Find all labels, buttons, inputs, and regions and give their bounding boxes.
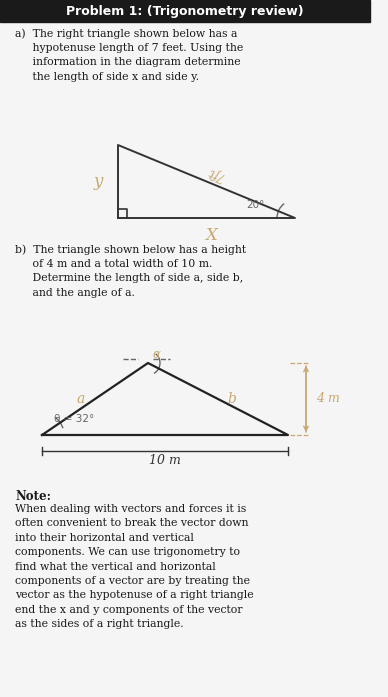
Text: 7ft: 7ft bbox=[204, 164, 225, 183]
Text: a)  The right triangle shown below has a
     hypotenuse length of 7 feet. Using: a) The right triangle shown below has a … bbox=[15, 28, 243, 82]
Text: b: b bbox=[228, 392, 236, 406]
Text: 10 m: 10 m bbox=[149, 454, 181, 468]
Text: b)  The triangle shown below has a height
     of 4 m and a total width of 10 m.: b) The triangle shown below has a height… bbox=[15, 244, 246, 298]
Text: 20°: 20° bbox=[246, 200, 264, 210]
Text: θ = 32°: θ = 32° bbox=[54, 414, 94, 424]
Bar bbox=[0, 0, 370, 22]
Text: y: y bbox=[93, 173, 103, 190]
Text: X: X bbox=[206, 227, 217, 243]
Text: 4 m: 4 m bbox=[316, 392, 340, 406]
Text: Note:: Note: bbox=[15, 490, 51, 503]
Text: α: α bbox=[152, 348, 160, 362]
Text: a: a bbox=[77, 392, 85, 406]
Text: When dealing with vectors and forces it is
often convenient to break the vector : When dealing with vectors and forces it … bbox=[15, 504, 254, 629]
Text: Problem 1: (Trigonometry review): Problem 1: (Trigonometry review) bbox=[66, 4, 304, 17]
